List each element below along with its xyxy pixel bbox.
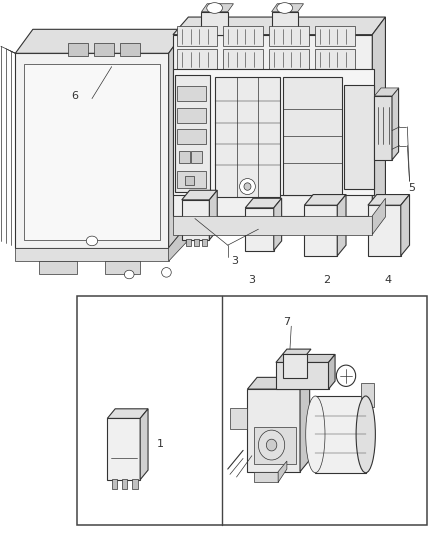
Bar	[179, 151, 190, 163]
Polygon shape	[269, 49, 309, 69]
Ellipse shape	[240, 179, 255, 195]
Polygon shape	[247, 389, 300, 472]
Text: 6: 6	[71, 91, 78, 101]
Bar	[185, 176, 194, 185]
Text: 3: 3	[248, 276, 255, 285]
Ellipse shape	[306, 396, 325, 473]
Text: 2: 2	[323, 276, 330, 285]
Polygon shape	[254, 472, 278, 482]
Polygon shape	[304, 195, 346, 205]
Polygon shape	[315, 26, 355, 46]
Polygon shape	[245, 208, 274, 251]
Polygon shape	[269, 26, 309, 46]
Polygon shape	[368, 205, 401, 256]
Ellipse shape	[258, 430, 285, 460]
Polygon shape	[276, 354, 335, 362]
Polygon shape	[230, 408, 247, 429]
Polygon shape	[177, 49, 217, 69]
Polygon shape	[15, 248, 169, 261]
Ellipse shape	[336, 365, 356, 386]
Ellipse shape	[86, 236, 98, 246]
Polygon shape	[392, 88, 399, 160]
Polygon shape	[223, 26, 263, 46]
Bar	[177, 108, 206, 123]
Polygon shape	[169, 227, 186, 261]
Polygon shape	[223, 49, 263, 69]
Polygon shape	[315, 396, 366, 473]
Text: 5: 5	[408, 183, 415, 192]
Polygon shape	[173, 69, 374, 195]
Polygon shape	[328, 354, 335, 389]
Polygon shape	[374, 96, 392, 160]
Ellipse shape	[277, 3, 293, 13]
Ellipse shape	[356, 396, 375, 473]
Polygon shape	[173, 35, 372, 216]
Bar	[186, 239, 191, 246]
Bar	[177, 129, 206, 144]
Polygon shape	[173, 216, 372, 235]
Bar	[112, 479, 117, 489]
Polygon shape	[344, 85, 374, 189]
Polygon shape	[368, 195, 410, 205]
Polygon shape	[169, 29, 186, 248]
Polygon shape	[304, 205, 337, 256]
Polygon shape	[215, 77, 280, 197]
Polygon shape	[374, 88, 399, 96]
Polygon shape	[15, 53, 169, 248]
Polygon shape	[278, 461, 287, 482]
Polygon shape	[283, 77, 342, 195]
Bar	[120, 43, 140, 56]
Ellipse shape	[162, 268, 171, 277]
Polygon shape	[283, 349, 311, 354]
Polygon shape	[105, 261, 140, 274]
Polygon shape	[245, 198, 282, 208]
Polygon shape	[401, 195, 410, 256]
Polygon shape	[315, 49, 355, 69]
Polygon shape	[361, 383, 374, 407]
Polygon shape	[24, 64, 160, 240]
Polygon shape	[107, 418, 140, 480]
Text: 1: 1	[157, 439, 164, 449]
Bar	[202, 239, 207, 246]
Bar	[191, 151, 202, 163]
Polygon shape	[209, 190, 217, 240]
Text: 4: 4	[384, 276, 391, 285]
Ellipse shape	[124, 270, 134, 279]
Bar	[132, 479, 138, 489]
Polygon shape	[140, 409, 148, 480]
Polygon shape	[107, 409, 148, 418]
Bar	[77, 296, 427, 525]
Bar	[254, 426, 296, 464]
Polygon shape	[274, 198, 282, 251]
Bar	[94, 43, 114, 56]
Ellipse shape	[244, 183, 251, 190]
Polygon shape	[39, 261, 77, 274]
Text: 7: 7	[283, 318, 290, 327]
Bar	[177, 171, 206, 188]
Polygon shape	[182, 200, 209, 240]
Ellipse shape	[266, 439, 277, 451]
Polygon shape	[201, 12, 228, 35]
Bar	[194, 239, 199, 246]
Polygon shape	[177, 26, 217, 46]
Polygon shape	[372, 17, 385, 216]
Polygon shape	[300, 377, 310, 472]
Bar	[68, 43, 88, 56]
Polygon shape	[372, 198, 385, 235]
Polygon shape	[182, 190, 217, 200]
Bar	[177, 86, 206, 101]
Polygon shape	[283, 354, 307, 378]
Polygon shape	[272, 12, 298, 35]
Text: 3: 3	[231, 256, 238, 266]
Polygon shape	[173, 17, 385, 35]
Polygon shape	[337, 195, 346, 256]
Polygon shape	[276, 362, 328, 389]
Bar	[122, 479, 127, 489]
Ellipse shape	[207, 3, 223, 13]
Polygon shape	[201, 4, 233, 12]
Polygon shape	[175, 75, 210, 192]
Polygon shape	[272, 4, 304, 12]
Polygon shape	[247, 377, 310, 389]
Polygon shape	[15, 29, 186, 53]
